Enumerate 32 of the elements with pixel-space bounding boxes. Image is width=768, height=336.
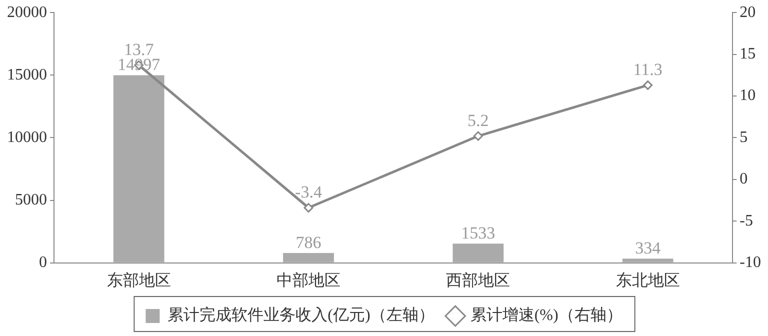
bar (452, 244, 504, 262)
y2-tick-label: 5 (740, 128, 748, 146)
y-tick-label: 0 (39, 254, 47, 272)
x-tick-label: 东部地区 (106, 272, 171, 290)
bar (622, 258, 674, 262)
y2-tick-label: -5 (740, 212, 753, 230)
y-tick-label: 20000 (7, 4, 47, 21)
y2-tick-label: 15 (740, 46, 756, 63)
point (473, 131, 483, 141)
data-label: 334 (635, 238, 662, 258)
data-label: 13.7 (124, 40, 154, 60)
y2-tick-label: -10 (740, 254, 761, 272)
x-tick-label: 中部地区 (276, 272, 340, 290)
y2-tick-label: 20 (740, 4, 756, 21)
y2-tick-label: 0 (740, 170, 748, 188)
y-tick-label: 5000 (15, 191, 47, 208)
x-tick-label: 西部地区 (446, 272, 510, 290)
legend-label: 累计增速(%)（右轴） (470, 306, 622, 324)
data-label: 1533 (461, 224, 496, 243)
point (643, 80, 653, 90)
data-label: 5.2 (468, 111, 489, 130)
y-tick-label: 15000 (7, 66, 47, 84)
bar (113, 75, 164, 262)
data-label: 11.3 (633, 60, 662, 80)
data-label: 786 (296, 232, 322, 252)
legend-label: 累计完成软件业务收入(亿元)（左轴） (168, 306, 434, 324)
bar (283, 252, 334, 262)
y-tick-label: 10000 (7, 128, 47, 146)
y2-tick-label: 10 (740, 87, 756, 104)
x-tick-label: 东北地区 (616, 272, 680, 290)
point (304, 203, 314, 213)
data-label: -3.4 (295, 182, 322, 202)
